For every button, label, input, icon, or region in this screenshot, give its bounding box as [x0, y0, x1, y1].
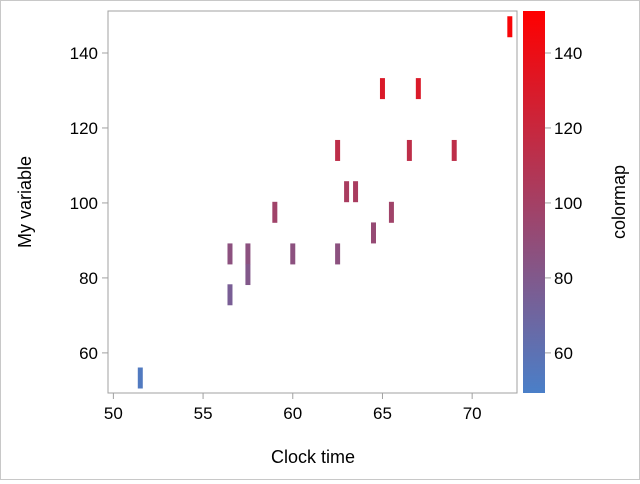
data-point	[406, 139, 412, 161]
x-tick-label: 55	[194, 404, 213, 423]
data-point	[137, 367, 143, 389]
data-point	[415, 78, 421, 100]
colorbar-tick-label: 140	[554, 44, 582, 63]
x-axis-label: Clock time	[271, 447, 355, 467]
data-point	[245, 243, 251, 265]
y-tick-label: 60	[79, 344, 98, 363]
data-point	[388, 201, 394, 223]
x-tick-label: 70	[463, 404, 482, 423]
colorbar-label: colormap	[609, 165, 629, 239]
x-tick-label: 65	[373, 404, 392, 423]
x-tick-label: 60	[283, 404, 302, 423]
colorbar-tick-label: 100	[554, 194, 582, 213]
data-point	[245, 264, 251, 286]
colorbar-tick-label: 120	[554, 119, 582, 138]
data-point	[227, 284, 233, 306]
colorbar	[523, 11, 545, 393]
data-point	[335, 243, 341, 265]
data-point	[272, 201, 278, 223]
data-point	[353, 181, 359, 203]
colorbar-tick-label: 80	[554, 269, 573, 288]
y-tick-label: 80	[79, 269, 98, 288]
y-axis-label: My variable	[15, 156, 35, 248]
data-point	[451, 139, 457, 161]
colorbar-tick-label: 60	[554, 344, 573, 363]
data-point	[335, 139, 341, 161]
y-tick-label: 140	[70, 44, 98, 63]
x-tick-label: 50	[104, 404, 123, 423]
data-point	[370, 222, 376, 244]
y-tick-label: 100	[70, 194, 98, 213]
data-point	[344, 181, 350, 203]
data-point	[379, 78, 385, 100]
y-tick-label: 120	[70, 119, 98, 138]
data-point	[290, 243, 296, 265]
data-point	[507, 16, 513, 38]
data-point	[227, 243, 233, 265]
plot-area	[107, 10, 518, 394]
